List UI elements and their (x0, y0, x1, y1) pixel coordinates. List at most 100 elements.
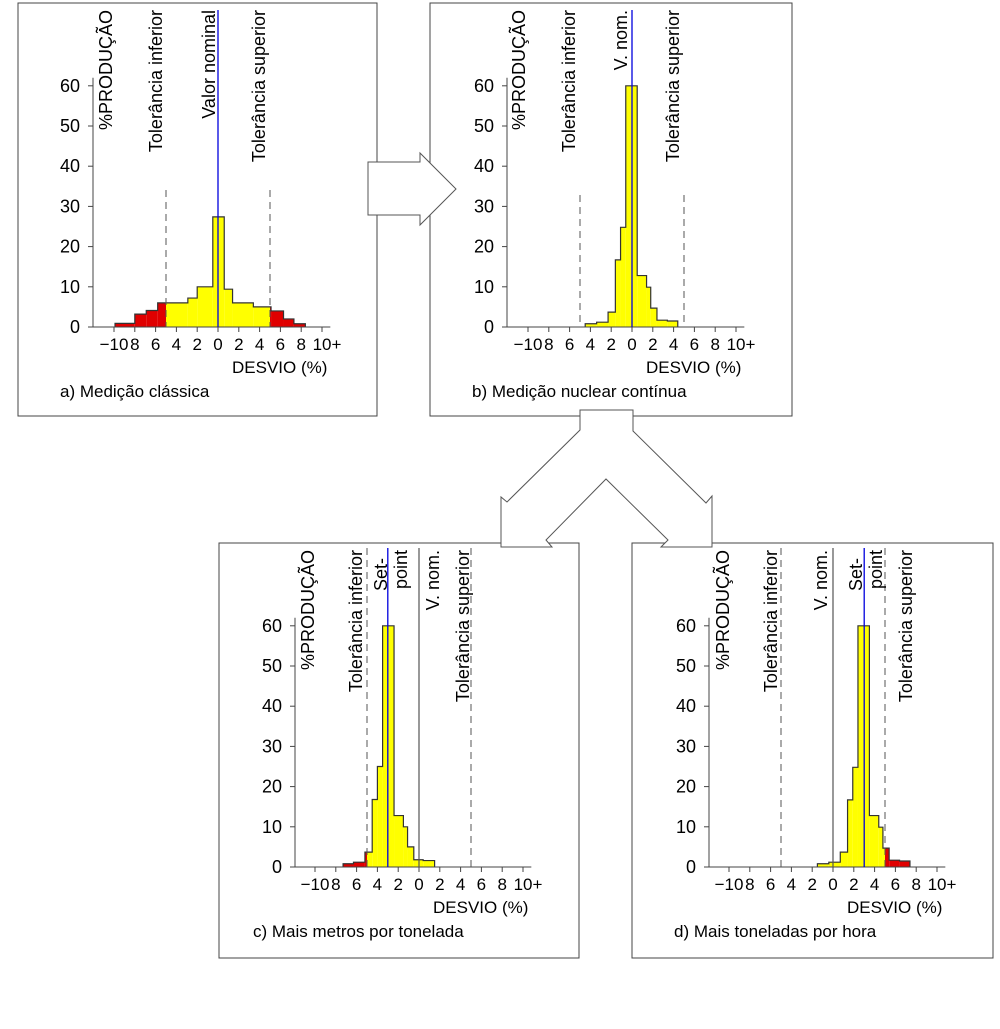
histogram-bar (878, 827, 883, 867)
x-tick-label: 2 (435, 875, 444, 894)
x-tick-label: 0 (213, 335, 222, 354)
x-axis-label: DESVIO (%) (646, 358, 741, 377)
histogram-bar (157, 302, 166, 327)
x-tick-label: 2 (393, 875, 402, 894)
panel-frame (17, 2, 378, 417)
x-tick-label: 6 (891, 875, 900, 894)
x-axis-label: DESVIO (%) (232, 358, 327, 377)
x-tick-label: 8 (497, 875, 506, 894)
histogram-bar (656, 320, 668, 327)
x-tick-label: 6 (477, 875, 486, 894)
fork-arrow-icon (500, 409, 713, 548)
histogram-bar (667, 320, 678, 327)
histogram-bar (852, 767, 858, 867)
y-axis-label: %PRODUÇÃO (297, 550, 318, 670)
y-tick-label: 60 (676, 616, 696, 636)
x-tick-label: 2 (234, 335, 243, 354)
histogram-bar (372, 799, 378, 867)
right-arrow-icon (367, 151, 457, 227)
x-tick-label: 4 (669, 335, 678, 354)
x-tick-label: 2 (807, 875, 816, 894)
panel-caption: b) Medição nuclear contínua (472, 382, 687, 401)
y-tick-label: 20 (676, 777, 696, 797)
histogram-bar (224, 289, 233, 327)
y-tick-label: 40 (474, 156, 494, 176)
x-tick-label: 4 (172, 335, 181, 354)
lower-tolerance-label: Tolerância inferior (761, 550, 781, 692)
y-axis-label: %PRODUÇÃO (712, 550, 733, 670)
y-tick-label: 0 (272, 857, 282, 877)
x-tick-label: 6 (276, 335, 285, 354)
x-tick-label: 6 (151, 335, 160, 354)
x-tick-label: 6 (352, 875, 361, 894)
x-tick-label: −10 (514, 335, 543, 354)
histogram-bar (847, 799, 853, 867)
histogram-bar (407, 846, 414, 867)
histogram-bar (869, 815, 879, 867)
histogram-bar (343, 863, 354, 867)
x-tick-label: 8 (296, 335, 305, 354)
upper-tolerance-label: Tolerância superior (453, 550, 473, 702)
x-tick-label: 8 (331, 875, 340, 894)
histogram-bar (817, 863, 829, 867)
histogram-bar (353, 862, 365, 867)
x-tick-label: 2 (648, 335, 657, 354)
histogram-bar (367, 852, 373, 867)
y-axis-label: %PRODUÇÃO (95, 10, 116, 130)
upper-tolerance-label: Tolerância superior (896, 550, 916, 702)
histogram-bar (423, 860, 435, 867)
panel-caption: a) Medição clássica (60, 382, 210, 401)
x-tick-label: 6 (766, 875, 775, 894)
panel-frame (429, 2, 793, 417)
x-tick-label: 4 (373, 875, 382, 894)
lower-tolerance-label: Tolerância inferior (559, 10, 579, 152)
setpoint-label: Set- (371, 558, 391, 591)
histogram-bar (166, 302, 188, 327)
upper-tolerance-label: Tolerância superior (249, 10, 269, 162)
y-tick-label: 60 (262, 616, 282, 636)
histogram-bar (134, 314, 147, 327)
y-tick-label: 20 (262, 777, 282, 797)
x-tick-label: 8 (544, 335, 553, 354)
setpoint-label: Set- (846, 558, 866, 591)
panel-caption: d) Mais toneladas por hora (674, 922, 877, 941)
panel-frame (631, 542, 994, 959)
y-tick-label: 30 (676, 736, 696, 756)
y-tick-label: 60 (60, 76, 80, 96)
y-tick-label: 0 (686, 857, 696, 877)
histogram-bar (585, 323, 597, 327)
histogram-bar (377, 766, 383, 867)
setpoint-label: point (391, 550, 411, 589)
nominal-label: V. nom. (811, 550, 831, 610)
y-tick-label: 50 (262, 656, 282, 676)
y-tick-label: 50 (676, 656, 696, 676)
y-axis-label: %PRODUÇÃO (508, 10, 529, 130)
x-tick-label: 8 (745, 875, 754, 894)
histogram-bar (283, 318, 294, 327)
histogram-bar (650, 308, 657, 327)
x-tick-label: 2 (606, 335, 615, 354)
histogram-bar (115, 323, 135, 327)
x-tick-label: 0 (828, 875, 837, 894)
nominal-label: V. nom. (423, 550, 443, 610)
histogram-bar (620, 227, 626, 327)
x-tick-label: 4 (456, 875, 465, 894)
histogram-bar (394, 815, 404, 867)
y-tick-label: 40 (676, 696, 696, 716)
y-tick-label: 10 (676, 817, 696, 837)
y-tick-label: 60 (474, 76, 494, 96)
y-tick-label: 50 (60, 116, 80, 136)
lower-tolerance-label: Tolerância inferior (146, 10, 166, 152)
x-tick-label: 0 (414, 875, 423, 894)
histogram-bar (608, 312, 616, 327)
histogram-bar (637, 275, 647, 327)
upper-tolerance-label: Tolerância superior (663, 10, 683, 162)
y-tick-label: 20 (474, 237, 494, 257)
histogram-bar (882, 848, 885, 867)
x-tick-label: 10+ (928, 875, 957, 894)
x-tick-label: −10 (715, 875, 744, 894)
y-tick-label: 10 (60, 277, 80, 297)
